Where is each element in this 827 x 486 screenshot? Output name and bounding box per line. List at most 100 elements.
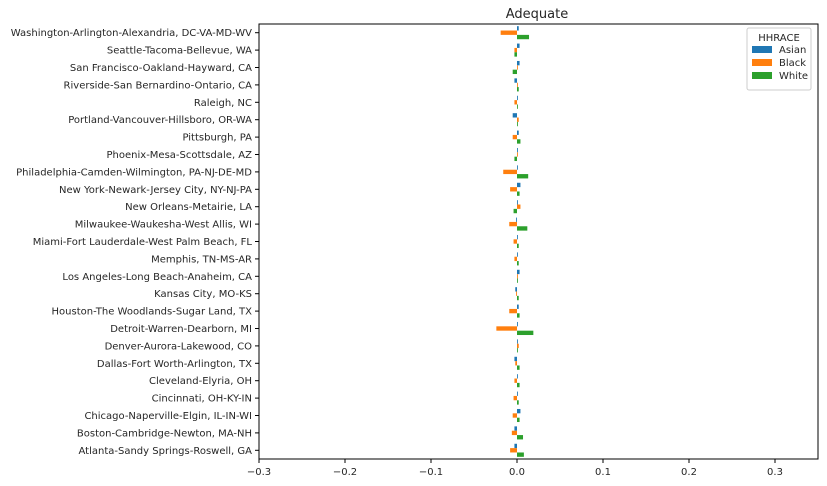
bar-white (517, 87, 519, 92)
bar-black (515, 361, 517, 366)
bar-black (510, 187, 517, 192)
bar-asian (517, 408, 521, 414)
bar-asian (517, 304, 519, 309)
bar-white (517, 330, 534, 336)
bar-asian (517, 200, 518, 205)
y-tick-label: Atlanta-Sandy Springs-Roswell, GA (79, 446, 253, 457)
bar-asian (517, 95, 518, 101)
bar-asian (517, 130, 519, 135)
legend-label-white: White (779, 71, 808, 82)
bar-black (517, 343, 519, 349)
bar-white (517, 417, 520, 423)
bar-asian (514, 78, 517, 83)
y-tick-label: Seattle-Tacoma-Bellevue, WA (107, 46, 252, 57)
bar-asian (514, 356, 517, 362)
bar-white (517, 365, 520, 370)
y-tick-label: Cincinnati, OH-KY-IN (152, 394, 252, 405)
bar-white (517, 382, 520, 388)
bar-black (514, 100, 517, 105)
y-tick-label: Raleigh, NC (194, 98, 252, 109)
bar-asian (515, 287, 517, 292)
bar-black (509, 308, 517, 314)
y-tick-label: San Francisco-Oakland-Hayward, CA (70, 63, 252, 74)
y-tick-label: Memphis, TN-MS-AR (151, 254, 252, 265)
bar-black (513, 395, 517, 401)
bar-black (509, 221, 517, 227)
bar-black (517, 204, 521, 209)
bar-asian (517, 43, 520, 48)
bar-asian (516, 217, 517, 222)
bar-white (512, 69, 517, 75)
y-tick-label: Pittsburgh, PA (182, 133, 252, 144)
bar-black (496, 326, 517, 331)
legend-label-black: Black (779, 58, 806, 69)
x-tick-label: −0.2 (333, 467, 357, 478)
bar-asian (517, 391, 518, 396)
bar-white (517, 174, 529, 179)
bar-asian (514, 443, 517, 449)
bar-white (517, 348, 518, 353)
bar-white (513, 208, 517, 214)
bar-black (517, 82, 518, 88)
bar-asian (517, 252, 518, 257)
legend-swatch-white (752, 72, 772, 79)
x-tick-label: 0.2 (681, 467, 697, 478)
y-tick-label: Washington-Arlington-Alexandria, DC-VA-M… (11, 28, 252, 39)
x-tick-label: 0.1 (595, 467, 611, 478)
y-tick-label: Kansas City, MO-KS (154, 289, 252, 300)
bar-black (517, 65, 518, 70)
y-tick-label: Houston-The Woodlands-Sugar Land, TX (52, 307, 253, 318)
bar-asian (517, 339, 518, 344)
y-tick-label: Boston-Cambridge-Newton, MA-NH (77, 428, 252, 439)
bar-white (517, 121, 518, 127)
bar-white (517, 278, 518, 283)
y-tick-label: New Orleans-Metairie, LA (125, 202, 252, 213)
bar-white (517, 295, 519, 301)
bar-black (516, 291, 517, 296)
bar-white (514, 156, 517, 162)
bar-white (517, 261, 519, 266)
bar-white (514, 52, 517, 57)
y-tick-label: Detroit-Warren-Dearborn, MI (110, 324, 252, 335)
bar-white (517, 400, 519, 405)
y-tick-label: Portland-Vancouver-Hillsboro, OR-WA (68, 115, 252, 126)
bar-white (517, 34, 530, 40)
bar-black (514, 378, 517, 383)
bar-black (517, 274, 518, 279)
y-tick-label: Dallas-Fort Worth-Arlington, TX (97, 359, 252, 370)
bar-white (517, 243, 519, 249)
bar-asian (517, 234, 518, 240)
y-tick-label: New York-Newark-Jersey City, NY-NJ-PA (59, 185, 252, 196)
y-tick-label: Denver-Aurora-Lakewood, CO (105, 341, 253, 352)
bar-black (513, 239, 517, 244)
legend-swatch-black (752, 59, 772, 66)
bar-white (517, 226, 528, 231)
bar-black (514, 47, 517, 53)
bar-white (517, 313, 520, 318)
legend-title: HHRACE (758, 33, 800, 44)
y-tick-label: Phoenix-Mesa-Scottsdale, AZ (107, 150, 253, 161)
y-tick-label: Miami-Fort Lauderdale-West Palm Beach, F… (33, 237, 253, 248)
bar-white (517, 191, 520, 196)
bar-asian (517, 321, 518, 327)
bars-layer (496, 26, 534, 457)
bar-asian (517, 147, 518, 153)
bar-asian (514, 426, 517, 431)
bar-black (512, 413, 517, 418)
x-axis: −0.3 −0.2 −0.1 0.0 0.1 0.2 0.3 (247, 459, 783, 478)
bar-asian (517, 165, 518, 170)
bar-asian (512, 113, 517, 118)
y-tick-label: Milwaukee-Waukesha-West Allis, WI (75, 220, 252, 231)
bar-black (503, 169, 517, 175)
legend: HHRACE Asian Black White (746, 27, 812, 91)
chart-title: Adequate (506, 7, 568, 22)
plot-frame (258, 23, 819, 460)
bar-black (517, 117, 519, 122)
bar-black (512, 134, 517, 140)
legend-swatch-asian (752, 46, 772, 53)
x-tick-label: −0.1 (419, 467, 443, 478)
y-tick-label: Cleveland-Elyria, OH (149, 376, 252, 387)
bar-white (517, 104, 518, 109)
